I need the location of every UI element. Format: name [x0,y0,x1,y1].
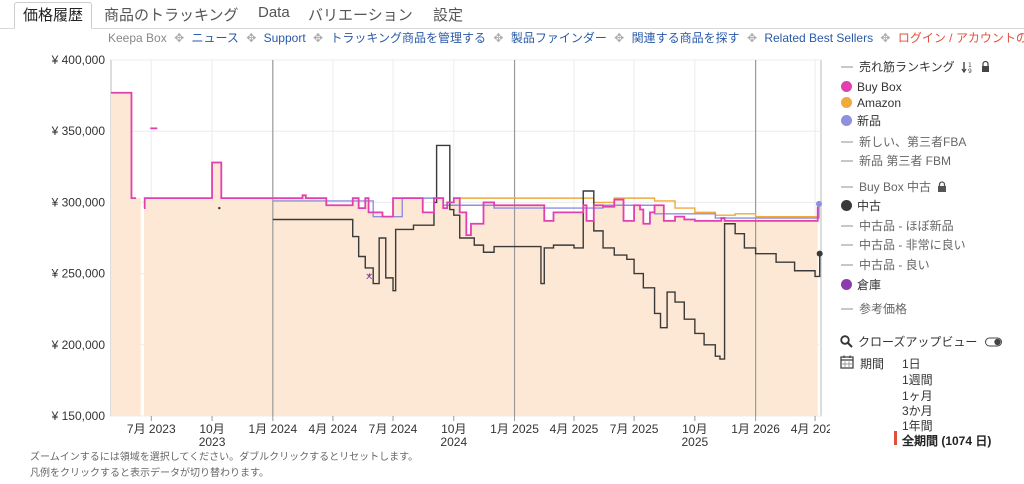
dash-icon [841,263,853,266]
period-option-1w[interactable]: 1週間 [902,373,933,387]
dot-icon [841,115,852,126]
dash-icon [841,65,853,68]
x-tick-label: 7月 2024 [369,422,418,436]
x-tick-year-label: 2025 [681,435,708,449]
x-tick-year-label: 2023 [199,435,226,449]
series-line-中古 [272,144,821,360]
legend-item-new-fba[interactable]: 新しい、第三者FBA [838,133,966,149]
dash-icon [841,224,853,227]
period-option-all[interactable]: 全期間 (1074 日) [902,434,992,448]
x-tick-label: 4月 2024 [309,422,358,436]
buy-box-area-fill [111,92,818,416]
dash-icon [841,185,853,188]
y-tick-label: ¥ 200,000 [51,338,106,352]
toggle-switch-icon[interactable] [984,337,1003,347]
legend-item-sales-rank[interactable]: 売れ筋ランキング 1 9 [838,58,991,75]
magnifier-icon [840,335,853,348]
series-line-Buy Box [111,91,819,237]
y-tick-label: ¥ 300,000 [51,195,106,209]
separator-icon: ✥ [246,31,257,45]
x-tick-label: 7月 2023 [127,422,176,436]
separator-icon: ✥ [313,31,324,45]
login-link[interactable]: ログイン / アカウントの登録 [897,31,1024,45]
y-tick-label: ¥ 350,000 [51,124,106,138]
tab-settings[interactable]: 設定 [433,7,464,24]
dot-icon [841,81,852,93]
calendar-icon [840,355,854,369]
x-tick-label: 1月 2026 [731,422,780,436]
used-end-point [816,250,823,257]
support-link[interactable]: Support [263,31,306,45]
x-tick-label: 10月 [199,422,224,436]
period-option-1m[interactable]: 1ヶ月 [902,389,933,403]
svg-text:1: 1 [968,62,972,69]
related-best-sellers-link[interactable]: Related Best Sellers [764,31,874,45]
legend-item-used-good[interactable]: 中古品 - 良い [838,256,930,272]
legend-item-new[interactable]: 新品 [838,112,881,128]
series-line-新品 [272,197,820,219]
product-finder-link[interactable]: 製品ファインダー [510,31,607,45]
tab-variations[interactable]: バリエーション [308,7,413,24]
separator-icon: ✥ [614,31,625,45]
legend-item-buy-box[interactable]: Buy Box [838,79,902,95]
period-option-1d[interactable]: 1日 [902,357,921,371]
selected-period-marker [894,431,897,445]
lock-icon [938,180,947,192]
series-line-倉庫 [367,273,371,277]
period-label: 期間 [860,357,885,371]
y-tick-label: ¥ 150,000 [51,409,106,423]
keepa-box-link[interactable]: Keepa Box [108,31,167,45]
zoom-hint-text: ズームインするには領域を選択してください。ダブルクリックするとリセットします。 [30,452,419,463]
warehouse-point-marker: × [365,271,373,282]
used-isolated-point [218,206,221,210]
period-option-3m[interactable]: 3か月 [902,404,933,418]
dash-icon [841,140,853,143]
price-history-chart[interactable]: ¥ 150,000 ¥ 200,000 ¥ 250,000 ¥ 300,000 ¥ 35… [0,48,830,458]
x-tick-label: 1月 2025 [490,422,539,436]
separator-icon: ✥ [746,31,757,45]
legend-item-used-very-good[interactable]: 中古品 - 非常に良い [838,236,966,252]
y-tick-label: ¥ 400,000 [51,53,106,67]
tab-tracking[interactable]: 商品のトラッキング [104,7,239,24]
x-tick-label: 7月 2025 [610,422,659,436]
dash-icon [841,159,853,162]
x-tick-label: 4月 2026 [791,422,830,436]
dot-icon [841,279,852,290]
link-bar: Keepa Box ✥ ニュース ✥ Support ✥ トラッキング商品を管理… [108,29,1024,46]
separator-icon: ✥ [174,31,185,45]
tab-data[interactable]: Data [258,4,290,21]
separator-icon: ✥ [880,31,891,45]
x-tick-label: 1月 2024 [248,422,297,436]
x-tick-year-label: 2024 [440,435,467,449]
closeup-view-toggle[interactable]: クローズアップビュー [838,333,1003,349]
x-tick-label: 10月 [682,422,707,436]
tab-price-history[interactable]: 価格履歴 [14,2,93,29]
legend-item-list-price[interactable]: 参考価格 [838,300,907,316]
x-tick-label: 4月 2025 [550,422,599,436]
separator-icon: ✥ [493,31,504,45]
legend-hint-text: 凡例をクリックすると表示データが切り替わります。 [30,468,269,479]
new-end-point [816,200,823,207]
legend-item-new-fbm[interactable]: 新品 第三者 FBM [838,152,951,168]
y-tick-label: ¥ 250,000 [51,267,106,281]
dot-icon [841,200,852,211]
svg-text:9: 9 [968,68,972,74]
period-option-1y[interactable]: 1年間 [902,419,933,433]
news-link[interactable]: ニュース [191,31,239,45]
x-tick-label: 10月 [441,422,466,436]
tab-bar: 価格履歴 商品のトラッキング Data バリエーション 設定 [0,0,1024,29]
legend-item-buy-box-used[interactable]: Buy Box 中古 [838,178,947,194]
dot-icon [841,97,852,109]
legend-item-used[interactable]: 中古 [838,197,881,213]
manage-tracking-link[interactable]: トラッキング商品を管理する [330,31,487,45]
legend-item-warehouse[interactable]: 倉庫 [838,276,881,292]
legend-item-amazon[interactable]: Amazon [838,95,901,111]
dash-icon [841,243,853,246]
sort-lock-icon: 1 9 [961,60,989,75]
related-products-link[interactable]: 関連する商品を探す [631,31,740,45]
dash-icon [841,307,853,310]
legend-item-used-like-new[interactable]: 中古品 - ほぼ新品 [838,217,954,233]
